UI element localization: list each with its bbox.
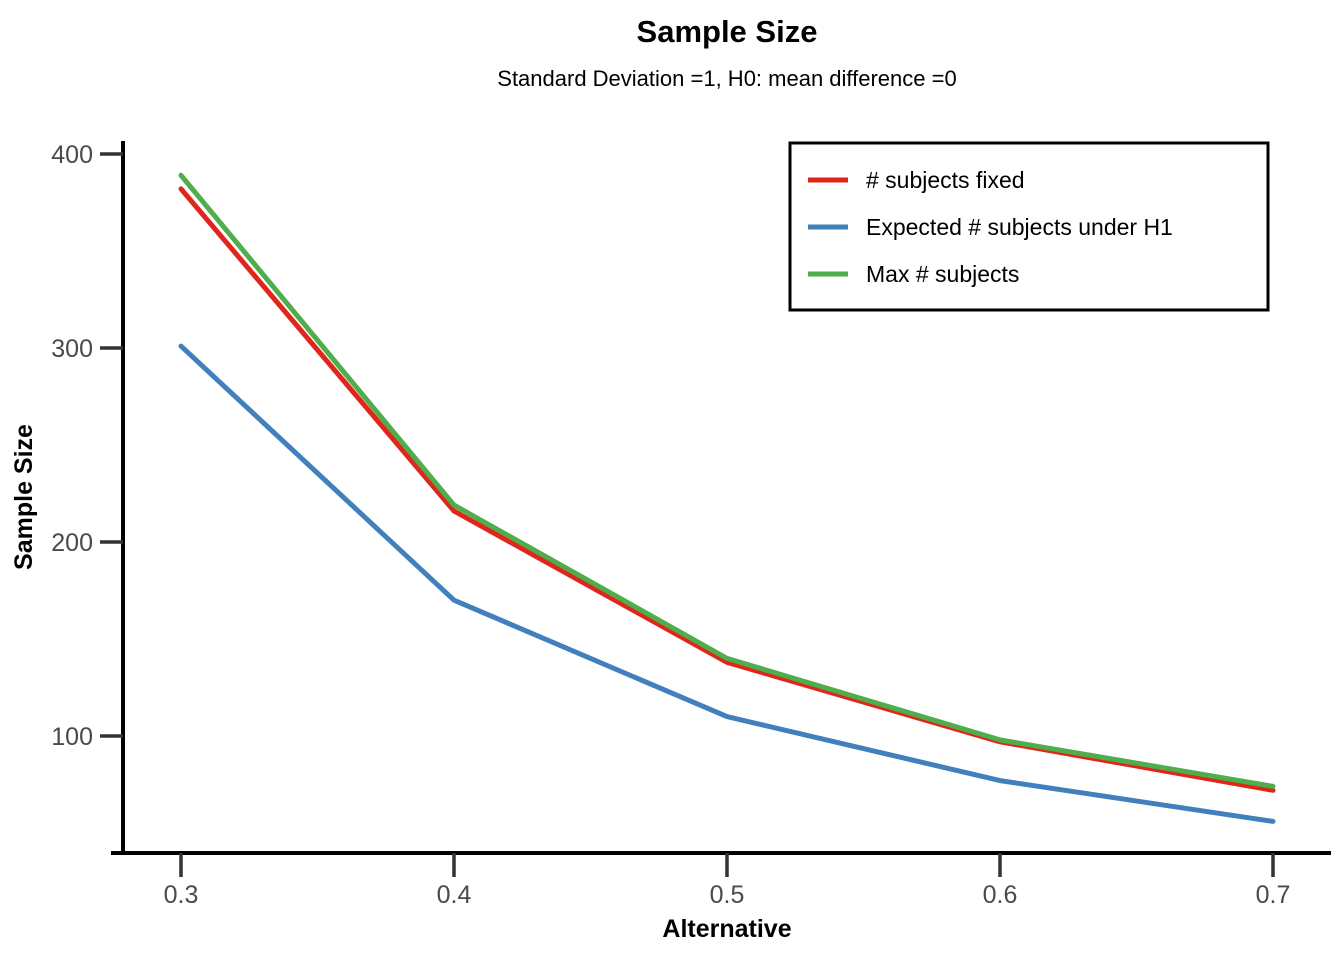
legend-label-n-subjects-fixed: # subjects fixed (866, 167, 1025, 193)
x-tick-label: 0.7 (1256, 881, 1291, 909)
legend-label-max-n-subjects: Max # subjects (866, 261, 1019, 287)
y-tick-label: 400 (51, 141, 93, 169)
series-lines (178, 172, 1276, 824)
legend-entry-expected-n-subjects-h1: Expected # subjects under H1 (808, 214, 1173, 240)
legend-entry-n-subjects-fixed: # subjects fixed (808, 167, 1025, 193)
y-tick-label: 100 (51, 723, 93, 751)
y-axis-ticks: 100 200 300 400 (51, 141, 123, 751)
y-axis-label: Sample Size (10, 424, 38, 570)
legend-entry-max-n-subjects: Max # subjects (808, 261, 1019, 287)
x-tick-label: 0.5 (710, 881, 745, 909)
y-tick-label: 300 (51, 335, 93, 363)
legend-label-expected-n-subjects-h1: Expected # subjects under H1 (866, 214, 1173, 240)
legend-entries: # subjects fixed Expected # subjects unde… (808, 167, 1173, 287)
series-line-max-n-subjects (178, 172, 1276, 789)
x-axis-label: Alternative (662, 915, 791, 943)
x-axis-ticks: 0.3 0.4 0.5 0.6 0.7 (164, 853, 1291, 909)
x-tick-label: 0.6 (983, 881, 1018, 909)
chart-title: Sample Size (637, 14, 818, 49)
x-tick-label: 0.4 (437, 881, 472, 909)
chart-subtitle: Standard Deviation =1, H0: mean differen… (497, 66, 956, 91)
x-tick-label: 0.3 (164, 881, 199, 909)
series-line-expected-n-subjects-h1 (178, 343, 1276, 824)
y-tick-label: 200 (51, 529, 93, 557)
series-line-n-subjects-fixed (178, 186, 1276, 793)
legend-box (788, 141, 1270, 312)
legend: # subjects fixed Expected # subjects unde… (788, 141, 1270, 312)
